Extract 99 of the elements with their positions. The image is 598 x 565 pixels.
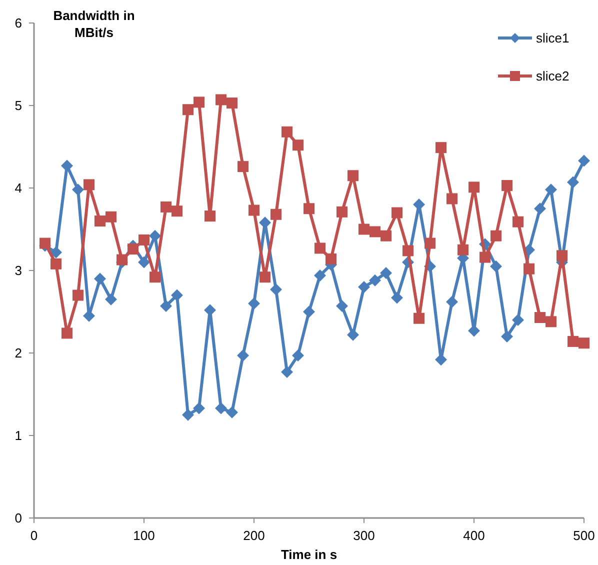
point	[314, 269, 326, 282]
point	[270, 208, 282, 220]
point	[370, 226, 380, 238]
y-tick-label: 4	[14, 180, 22, 196]
x-axis-title: Time in s	[280, 547, 338, 562]
point	[138, 256, 150, 268]
point	[512, 216, 524, 228]
point	[237, 349, 249, 362]
point	[204, 210, 216, 222]
point	[216, 94, 226, 106]
point	[446, 193, 458, 204]
point	[172, 206, 182, 217]
point	[490, 260, 502, 272]
point	[72, 290, 84, 301]
point	[50, 246, 62, 258]
point	[238, 161, 248, 172]
point	[270, 283, 282, 296]
point	[501, 330, 513, 342]
point	[347, 328, 359, 341]
point	[106, 211, 116, 222]
point	[402, 245, 414, 256]
point	[392, 207, 402, 218]
point	[380, 266, 392, 279]
point	[40, 238, 50, 249]
point	[512, 314, 524, 326]
point	[468, 182, 480, 193]
point	[348, 170, 358, 182]
point	[215, 402, 227, 414]
legend-label: slice2	[536, 68, 570, 84]
point	[182, 104, 194, 116]
point	[524, 263, 534, 274]
point	[62, 328, 72, 339]
point	[260, 272, 270, 283]
point	[358, 224, 370, 235]
point	[171, 289, 183, 302]
point	[567, 176, 579, 188]
point	[138, 234, 150, 246]
legend-label: slice1	[536, 30, 570, 46]
point	[128, 244, 138, 255]
point	[50, 258, 62, 270]
point	[226, 406, 238, 418]
y-tick-label: 0	[14, 510, 22, 526]
point	[72, 184, 84, 196]
y-tick-label: 5	[14, 98, 22, 114]
y-tick-label: 3	[14, 263, 22, 278]
point	[436, 142, 446, 154]
point	[336, 300, 348, 312]
y-tick-label: 2	[14, 346, 22, 361]
point	[94, 272, 106, 285]
point	[193, 402, 205, 414]
point	[282, 126, 292, 138]
point	[105, 293, 117, 306]
point	[534, 312, 546, 324]
point	[556, 250, 568, 262]
point	[568, 336, 578, 347]
point	[226, 98, 238, 109]
point	[160, 300, 172, 312]
point	[326, 253, 336, 264]
point	[414, 312, 424, 324]
x-tick-label: 500	[573, 528, 595, 543]
point	[502, 180, 512, 192]
point	[446, 296, 458, 308]
point	[336, 206, 348, 218]
point	[116, 254, 128, 266]
point	[281, 366, 293, 378]
point	[458, 244, 468, 256]
point	[182, 408, 194, 421]
x-tick-label: 0	[30, 528, 38, 543]
point	[546, 316, 556, 328]
x-tick-label: 200	[243, 528, 265, 543]
x-tick-label: 300	[353, 528, 375, 543]
y-axis-title: Bandwidth in MBit/s	[53, 8, 135, 40]
point	[248, 204, 260, 216]
y-tick-label: 6	[14, 16, 22, 31]
point	[391, 292, 403, 304]
point	[545, 184, 557, 196]
x-tick-label: 100	[133, 528, 155, 543]
point	[292, 349, 304, 362]
point	[578, 338, 590, 349]
point	[160, 201, 172, 212]
point	[292, 140, 304, 151]
point	[534, 202, 546, 215]
point	[490, 230, 502, 242]
point	[94, 216, 106, 226]
point	[480, 252, 490, 263]
point	[84, 179, 94, 190]
point	[314, 242, 326, 254]
point	[358, 281, 370, 293]
point	[424, 238, 436, 249]
point	[150, 272, 160, 283]
point	[304, 203, 314, 214]
point	[248, 298, 260, 310]
point	[380, 230, 392, 242]
point	[369, 274, 381, 286]
point	[194, 96, 204, 108]
y-tick-label: 1	[14, 428, 22, 444]
x-tick-label: 400	[463, 528, 485, 543]
point	[578, 154, 590, 167]
point	[303, 306, 315, 318]
